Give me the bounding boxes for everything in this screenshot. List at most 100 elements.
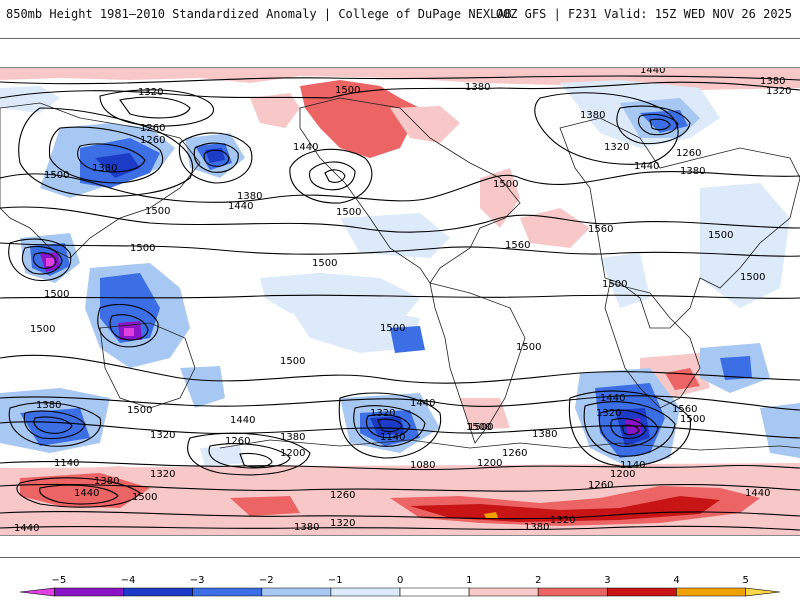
contour-label: 1320 <box>766 86 791 97</box>
contour-label: 1500 <box>680 414 705 425</box>
contour-label: 1440 <box>293 142 318 153</box>
colorbar-bin <box>537 587 608 597</box>
contour-label: 1500 <box>280 356 305 367</box>
contour-label: 1500 <box>335 85 360 96</box>
colorbar-bin <box>123 587 194 597</box>
continent-outlines <box>0 97 800 451</box>
contour-label: 1500 <box>145 206 170 217</box>
contour-label: 1320 <box>330 518 355 529</box>
colorbar-bin <box>54 587 124 597</box>
contour-label: 1200 <box>610 469 635 480</box>
colorbar-bin <box>399 587 470 597</box>
run-info: 00Z GFS | F231 Valid: 15Z WED NOV 26 202… <box>495 7 792 21</box>
contour-label: 1440 <box>745 488 770 499</box>
contour-label: 1440 <box>14 523 39 534</box>
contour-label: 1440 <box>634 161 659 172</box>
contour-label: 1320 <box>370 408 395 419</box>
colorbar-tick-label: −4 <box>121 575 136 586</box>
contour-label: 1560 <box>672 404 697 415</box>
colorbar-bin <box>468 587 539 597</box>
colorbar-tick-label: −5 <box>52 575 67 586</box>
map-title: 850mb Height 1981–2010 Standardized Anom… <box>6 7 512 21</box>
contour-label: 1080 <box>410 460 435 471</box>
contour-label: 1380 <box>760 76 785 87</box>
contour-label: 1320 <box>604 142 629 153</box>
contour-label: 1260 <box>588 480 613 491</box>
contour-label: 1260 <box>140 123 165 134</box>
map-canvas: 1440 1380 1320 1500 1380 1320 1260 1260 … <box>0 65 800 535</box>
colorbar-bin <box>330 587 401 597</box>
height-contours <box>0 75 800 531</box>
contour-label: 1140 <box>620 460 645 471</box>
contour-labels: 1440 1380 1320 1500 1380 1320 1260 1260 … <box>14 65 791 534</box>
contour-label: 1440 <box>74 488 99 499</box>
contour-label: 1380 <box>680 166 705 177</box>
colorbar-bin <box>192 587 263 597</box>
colorbar-tick-label: −1 <box>328 575 343 586</box>
colorbar-bin <box>676 587 746 597</box>
colorbar: −5 −4 −3 −2 −1 0 1 2 3 4 5 <box>0 563 800 600</box>
contour-label: 1140 <box>380 432 405 443</box>
contour-label: 1500 <box>127 405 152 416</box>
contour-label: 1500 <box>468 422 493 433</box>
contour-label: 1380 <box>465 82 490 93</box>
contour-label: 1260 <box>502 448 527 459</box>
colorbar-tick-label: −2 <box>259 575 274 586</box>
contour-label: 1440 <box>230 415 255 426</box>
negative-anomaly-regions <box>0 80 800 468</box>
contour-label: 1320 <box>150 430 175 441</box>
colorbar-tick-label: 0 <box>397 575 403 586</box>
contour-label: 1500 <box>380 323 405 334</box>
contour-label: 1500 <box>312 258 337 269</box>
contour-label: 1500 <box>336 207 361 218</box>
contour-label: 1260 <box>140 135 165 146</box>
contour-label: 1440 <box>600 393 625 404</box>
header-bar: 850mb Height 1981–2010 Standardized Anom… <box>0 0 800 30</box>
colorbar-bins <box>19 587 781 597</box>
contour-label: 1500 <box>493 179 518 190</box>
colorbar-tick-label: −3 <box>190 575 205 586</box>
contour-label: 1320 <box>150 469 175 480</box>
contour-label: 1500 <box>44 170 69 181</box>
colorbar-bin <box>606 587 677 597</box>
contour-label: 1320 <box>550 515 575 526</box>
colorbar-tick-label: 2 <box>535 575 541 586</box>
contour-label: 1500 <box>466 422 491 433</box>
colorbar-tick-label: 5 <box>742 575 748 586</box>
colorbar-tick-label: 4 <box>673 575 679 586</box>
contour-label: 1380 <box>237 191 262 202</box>
colorbar-tick-labels: −5 −4 −3 −2 −1 0 1 2 3 4 5 <box>52 575 749 586</box>
contour-label: 1500 <box>44 289 69 300</box>
colorbar-svg: −5 −4 −3 −2 −1 0 1 2 3 4 5 <box>19 575 781 597</box>
contour-label: 1140 <box>54 458 79 469</box>
colorbar-tick-label: 3 <box>604 575 610 586</box>
colorbar-tick-label: 1 <box>466 575 472 586</box>
contour-label: 1380 <box>36 400 61 411</box>
contour-label: 1320 <box>138 87 163 98</box>
contour-label: 1500 <box>602 279 627 290</box>
contour-label: 1440 <box>228 201 253 212</box>
contour-label: 1560 <box>588 224 613 235</box>
contour-label: 1260 <box>225 436 250 447</box>
contour-label: 1380 <box>280 432 305 443</box>
contour-label: 1380 <box>524 522 549 533</box>
contour-label: 1380 <box>532 429 557 440</box>
colorbar-bin <box>19 587 55 597</box>
map-panel: 1440 1380 1320 1500 1380 1320 1260 1260 … <box>0 65 800 536</box>
contour-label: 1320 <box>596 408 621 419</box>
contour-label: 1380 <box>92 163 117 174</box>
contour-label: 1380 <box>94 476 119 487</box>
contour-label: 1500 <box>130 243 155 254</box>
contour-label: 1440 <box>640 68 665 76</box>
contour-label: 1560 <box>505 240 530 251</box>
colorbar-bin <box>745 587 781 597</box>
contour-label: 1260 <box>676 148 701 159</box>
contour-label: 1500 <box>30 324 55 335</box>
contour-label: 1500 <box>708 230 733 241</box>
contour-label: 1260 <box>330 490 355 501</box>
contour-label: 1380 <box>580 110 605 121</box>
contour-label: 1500 <box>132 492 157 503</box>
contour-label: 1200 <box>280 448 305 459</box>
contour-label: 1500 <box>516 342 541 353</box>
contour-label: 1500 <box>740 272 765 283</box>
